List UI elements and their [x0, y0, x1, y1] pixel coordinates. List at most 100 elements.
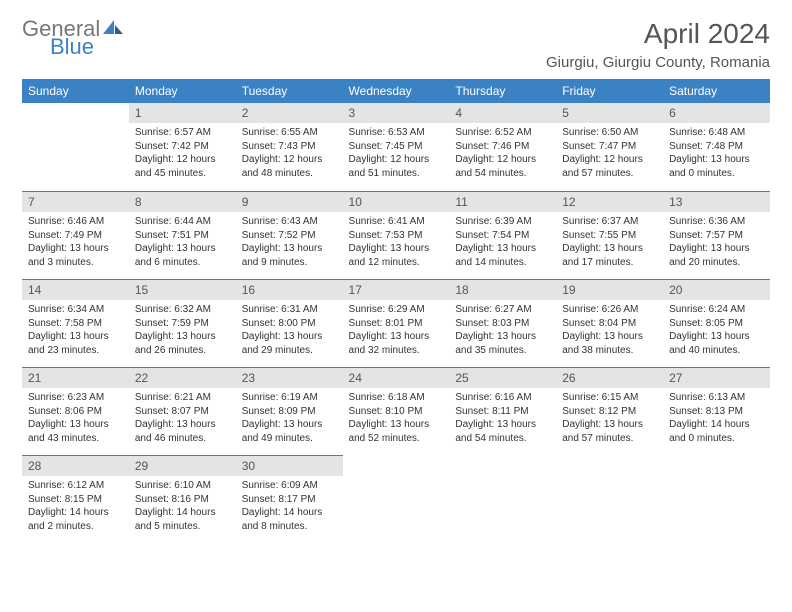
day-number: 27 — [663, 367, 770, 388]
day-line: Daylight: 13 hours — [669, 330, 764, 344]
week-row: 28Sunrise: 6:12 AMSunset: 8:15 PMDayligh… — [22, 455, 770, 543]
day-cell: 27Sunrise: 6:13 AMSunset: 8:13 PMDayligh… — [663, 367, 770, 455]
day-detail: Sunrise: 6:19 AMSunset: 8:09 PMDaylight:… — [236, 388, 343, 449]
day-line: Sunset: 7:47 PM — [562, 140, 657, 154]
day-number: 28 — [22, 455, 129, 476]
day-line: Sunrise: 6:21 AM — [135, 391, 230, 405]
day-line: Sunrise: 6:34 AM — [28, 303, 123, 317]
logo: GeneralBlue — [22, 18, 123, 58]
day-number: 16 — [236, 279, 343, 300]
day-detail: Sunrise: 6:09 AMSunset: 8:17 PMDaylight:… — [236, 476, 343, 537]
day-cell: 30Sunrise: 6:09 AMSunset: 8:17 PMDayligh… — [236, 455, 343, 543]
day-cell: 5Sunrise: 6:50 AMSunset: 7:47 PMDaylight… — [556, 103, 663, 191]
day-cell: 7Sunrise: 6:46 AMSunset: 7:49 PMDaylight… — [22, 191, 129, 279]
day-detail: Sunrise: 6:12 AMSunset: 8:15 PMDaylight:… — [22, 476, 129, 537]
day-line: and 12 minutes. — [349, 256, 444, 270]
day-line: and 43 minutes. — [28, 432, 123, 446]
day-line: Sunset: 7:43 PM — [242, 140, 337, 154]
day-cell — [663, 455, 770, 543]
day-header: Sunday — [22, 79, 129, 103]
day-cell: 13Sunrise: 6:36 AMSunset: 7:57 PMDayligh… — [663, 191, 770, 279]
day-line: Sunset: 8:15 PM — [28, 493, 123, 507]
day-detail: Sunrise: 6:36 AMSunset: 7:57 PMDaylight:… — [663, 212, 770, 273]
day-line: Sunrise: 6:27 AM — [455, 303, 550, 317]
day-number: 30 — [236, 455, 343, 476]
day-cell: 22Sunrise: 6:21 AMSunset: 8:07 PMDayligh… — [129, 367, 236, 455]
day-number: 11 — [449, 191, 556, 212]
day-number: 26 — [556, 367, 663, 388]
day-line: Sunrise: 6:26 AM — [562, 303, 657, 317]
day-line: Sunset: 8:01 PM — [349, 317, 444, 331]
day-line: Sunrise: 6:10 AM — [135, 479, 230, 493]
day-detail: Sunrise: 6:16 AMSunset: 8:11 PMDaylight:… — [449, 388, 556, 449]
day-detail: Sunrise: 6:52 AMSunset: 7:46 PMDaylight:… — [449, 123, 556, 184]
day-line: Sunrise: 6:23 AM — [28, 391, 123, 405]
day-line: Sunset: 8:05 PM — [669, 317, 764, 331]
day-line: and 6 minutes. — [135, 256, 230, 270]
day-line: Sunrise: 6:41 AM — [349, 215, 444, 229]
day-detail: Sunrise: 6:13 AMSunset: 8:13 PMDaylight:… — [663, 388, 770, 449]
day-line: Sunset: 7:45 PM — [349, 140, 444, 154]
day-line: Sunrise: 6:32 AM — [135, 303, 230, 317]
day-line: and 45 minutes. — [135, 167, 230, 181]
day-line: Daylight: 14 hours — [242, 506, 337, 520]
day-cell: 18Sunrise: 6:27 AMSunset: 8:03 PMDayligh… — [449, 279, 556, 367]
day-line: Sunset: 8:16 PM — [135, 493, 230, 507]
day-number: 15 — [129, 279, 236, 300]
day-number: 18 — [449, 279, 556, 300]
day-line: Sunset: 7:57 PM — [669, 229, 764, 243]
day-cell: 8Sunrise: 6:44 AMSunset: 7:51 PMDaylight… — [129, 191, 236, 279]
day-cell: 1Sunrise: 6:57 AMSunset: 7:42 PMDaylight… — [129, 103, 236, 191]
day-cell: 9Sunrise: 6:43 AMSunset: 7:52 PMDaylight… — [236, 191, 343, 279]
day-number: 10 — [343, 191, 450, 212]
day-detail: Sunrise: 6:32 AMSunset: 7:59 PMDaylight:… — [129, 300, 236, 361]
day-number: 9 — [236, 191, 343, 212]
day-detail: Sunrise: 6:57 AMSunset: 7:42 PMDaylight:… — [129, 123, 236, 184]
day-header: Monday — [129, 79, 236, 103]
day-number: 23 — [236, 367, 343, 388]
day-line: Sunset: 8:17 PM — [242, 493, 337, 507]
day-line: Daylight: 13 hours — [562, 242, 657, 256]
day-cell: 14Sunrise: 6:34 AMSunset: 7:58 PMDayligh… — [22, 279, 129, 367]
day-line: Sunset: 7:42 PM — [135, 140, 230, 154]
day-line: Sunrise: 6:12 AM — [28, 479, 123, 493]
day-detail: Sunrise: 6:48 AMSunset: 7:48 PMDaylight:… — [663, 123, 770, 184]
day-cell: 19Sunrise: 6:26 AMSunset: 8:04 PMDayligh… — [556, 279, 663, 367]
day-number: 20 — [663, 279, 770, 300]
day-line: Daylight: 13 hours — [455, 330, 550, 344]
day-detail: Sunrise: 6:10 AMSunset: 8:16 PMDaylight:… — [129, 476, 236, 537]
day-number: 6 — [663, 103, 770, 123]
day-line: and 14 minutes. — [455, 256, 550, 270]
day-line: Sunrise: 6:16 AM — [455, 391, 550, 405]
day-line: Daylight: 14 hours — [28, 506, 123, 520]
day-number: 2 — [236, 103, 343, 123]
day-line: and 2 minutes. — [28, 520, 123, 534]
day-header: Wednesday — [343, 79, 450, 103]
day-line: and 54 minutes. — [455, 432, 550, 446]
day-line: and 48 minutes. — [242, 167, 337, 181]
day-line: Sunset: 7:52 PM — [242, 229, 337, 243]
day-number: 29 — [129, 455, 236, 476]
day-line: Daylight: 13 hours — [135, 242, 230, 256]
title-block: April 2024 Giurgiu, Giurgiu County, Roma… — [546, 18, 770, 71]
day-line: and 54 minutes. — [455, 167, 550, 181]
day-line: and 57 minutes. — [562, 432, 657, 446]
day-number: 22 — [129, 367, 236, 388]
day-detail: Sunrise: 6:43 AMSunset: 7:52 PMDaylight:… — [236, 212, 343, 273]
day-cell: 16Sunrise: 6:31 AMSunset: 8:00 PMDayligh… — [236, 279, 343, 367]
day-line: Daylight: 12 hours — [349, 153, 444, 167]
day-detail: Sunrise: 6:50 AMSunset: 7:47 PMDaylight:… — [556, 123, 663, 184]
day-detail: Sunrise: 6:29 AMSunset: 8:01 PMDaylight:… — [343, 300, 450, 361]
day-line: Sunset: 7:59 PM — [135, 317, 230, 331]
day-line: Sunrise: 6:18 AM — [349, 391, 444, 405]
day-detail: Sunrise: 6:15 AMSunset: 8:12 PMDaylight:… — [556, 388, 663, 449]
day-line: Sunrise: 6:57 AM — [135, 126, 230, 140]
day-line: Sunrise: 6:55 AM — [242, 126, 337, 140]
day-line: Daylight: 13 hours — [28, 418, 123, 432]
day-detail: Sunrise: 6:41 AMSunset: 7:53 PMDaylight:… — [343, 212, 450, 273]
day-number: 14 — [22, 279, 129, 300]
day-line: Sunset: 7:49 PM — [28, 229, 123, 243]
day-line: Sunset: 7:48 PM — [669, 140, 764, 154]
day-line: Sunset: 8:06 PM — [28, 405, 123, 419]
day-detail: Sunrise: 6:21 AMSunset: 8:07 PMDaylight:… — [129, 388, 236, 449]
